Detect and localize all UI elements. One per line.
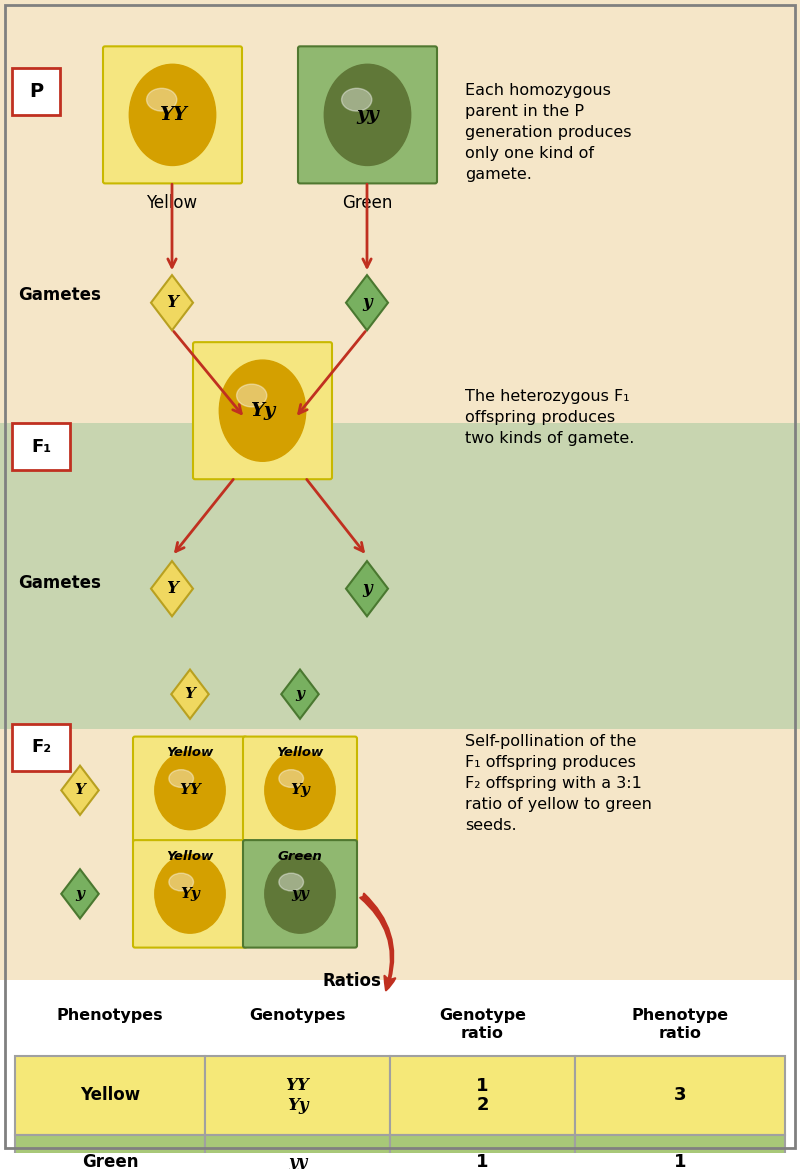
Text: Yellow: Yellow <box>146 194 198 213</box>
Bar <box>15 1056 205 1135</box>
FancyBboxPatch shape <box>133 841 247 948</box>
Ellipse shape <box>155 855 226 933</box>
Text: Y: Y <box>166 580 178 597</box>
Ellipse shape <box>155 750 226 830</box>
FancyBboxPatch shape <box>193 343 332 479</box>
Bar <box>0 728 800 980</box>
Text: 3: 3 <box>674 1086 686 1105</box>
Ellipse shape <box>130 64 216 166</box>
Polygon shape <box>151 275 193 331</box>
FancyBboxPatch shape <box>243 841 357 948</box>
Ellipse shape <box>279 769 303 788</box>
Text: YY: YY <box>158 106 186 124</box>
FancyBboxPatch shape <box>12 423 70 470</box>
Text: 1: 1 <box>674 1153 686 1169</box>
FancyBboxPatch shape <box>133 736 247 844</box>
Text: Genotype
ratio: Genotype ratio <box>439 1008 526 1042</box>
Ellipse shape <box>169 873 194 891</box>
Text: yy: yy <box>356 106 379 124</box>
Text: yy: yy <box>288 1154 307 1169</box>
FancyBboxPatch shape <box>298 47 437 184</box>
Text: YY: YY <box>179 783 201 797</box>
Bar <box>575 1135 785 1169</box>
Text: Phenotypes: Phenotypes <box>57 1008 163 1023</box>
Text: Genotypes: Genotypes <box>250 1008 346 1023</box>
Text: F₁: F₁ <box>31 437 51 456</box>
Text: YY: YY <box>286 1077 310 1094</box>
FancyBboxPatch shape <box>12 724 70 772</box>
Ellipse shape <box>279 873 303 891</box>
Bar <box>205 1135 390 1169</box>
Ellipse shape <box>265 750 335 830</box>
Text: P: P <box>29 82 43 102</box>
FancyBboxPatch shape <box>103 47 242 184</box>
Ellipse shape <box>146 89 177 111</box>
Text: Yy: Yy <box>290 783 310 797</box>
Text: Y: Y <box>185 687 195 701</box>
Text: Yellow: Yellow <box>276 747 324 760</box>
Bar <box>0 423 800 728</box>
Text: The heterozygous F₁
offspring produces
two kinds of gamete.: The heterozygous F₁ offspring produces t… <box>465 388 634 445</box>
FancyArrowPatch shape <box>360 893 395 990</box>
Polygon shape <box>346 561 388 616</box>
Text: y: y <box>75 887 85 901</box>
Ellipse shape <box>169 769 194 788</box>
Polygon shape <box>62 766 98 815</box>
Text: Green: Green <box>342 194 392 213</box>
Text: yy: yy <box>291 887 309 901</box>
Text: Gametes: Gametes <box>18 286 101 304</box>
Polygon shape <box>151 561 193 616</box>
Text: y: y <box>362 295 372 311</box>
Text: 1: 1 <box>476 1153 489 1169</box>
Text: F₂: F₂ <box>31 739 51 756</box>
Text: Yy: Yy <box>250 402 275 420</box>
Text: 1: 1 <box>476 1077 489 1094</box>
Text: Yellow: Yellow <box>166 850 214 863</box>
Ellipse shape <box>237 385 267 407</box>
Ellipse shape <box>324 64 410 166</box>
Bar <box>0 0 800 423</box>
Text: Yellow: Yellow <box>80 1086 140 1105</box>
Bar <box>575 1056 785 1135</box>
Bar <box>205 1056 390 1135</box>
FancyBboxPatch shape <box>12 68 60 116</box>
Text: Phenotype
ratio: Phenotype ratio <box>631 1008 729 1042</box>
Polygon shape <box>62 870 98 919</box>
Polygon shape <box>282 670 318 719</box>
Text: y: y <box>295 687 305 701</box>
Bar <box>390 1056 575 1135</box>
Text: Green: Green <box>278 850 322 863</box>
FancyBboxPatch shape <box>243 736 357 844</box>
Text: Green: Green <box>82 1153 138 1169</box>
Text: Yy: Yy <box>286 1097 308 1114</box>
Bar <box>15 1135 205 1169</box>
Ellipse shape <box>342 89 372 111</box>
Text: Gametes: Gametes <box>18 574 101 592</box>
Text: Y: Y <box>166 295 178 311</box>
Polygon shape <box>171 670 209 719</box>
Text: Self-pollination of the
F₁ offspring produces
F₂ offspring with a 3:1
ratio of y: Self-pollination of the F₁ offspring pro… <box>465 734 652 832</box>
Text: Yy: Yy <box>180 887 200 901</box>
Text: Each homozygous
parent in the P
generation produces
only one kind of
gamete.: Each homozygous parent in the P generati… <box>465 83 631 182</box>
Bar <box>390 1135 575 1169</box>
Ellipse shape <box>219 360 306 462</box>
Text: Y: Y <box>74 783 86 797</box>
Bar <box>0 980 800 1153</box>
Text: y: y <box>362 580 372 597</box>
Polygon shape <box>346 275 388 331</box>
Text: Yellow: Yellow <box>166 747 214 760</box>
Text: Ratios: Ratios <box>322 973 382 990</box>
Text: 2: 2 <box>476 1097 489 1114</box>
Ellipse shape <box>265 855 335 933</box>
